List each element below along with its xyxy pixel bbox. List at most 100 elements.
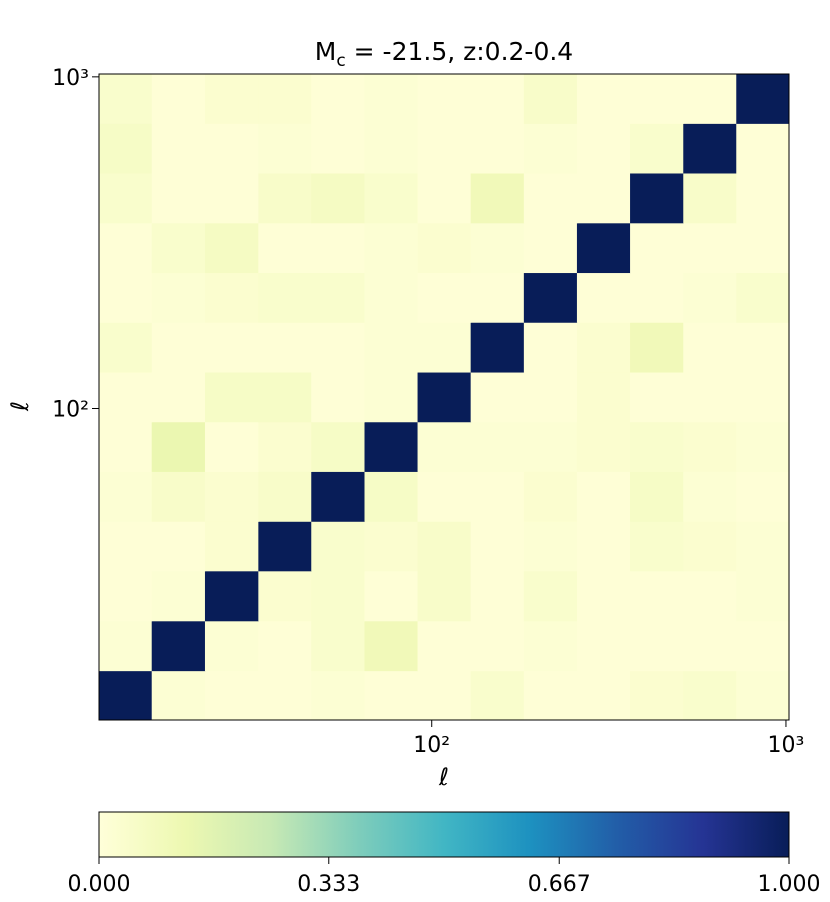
heatmap-cell xyxy=(417,521,472,572)
heatmap-cell xyxy=(311,272,366,323)
heatmap-cell xyxy=(99,620,153,672)
colorbar-tick-label: 0.667 xyxy=(528,872,591,897)
heatmap-cell xyxy=(151,222,206,274)
heatmap-cell xyxy=(630,322,684,373)
heatmap-cell xyxy=(151,471,206,522)
heatmap-cell xyxy=(364,421,419,472)
colorbar-tick-label: 1.000 xyxy=(758,872,821,897)
heatmap-cell xyxy=(470,322,525,373)
heatmap-cell xyxy=(204,670,259,721)
heatmap-cell xyxy=(470,172,525,224)
heatmap-cell xyxy=(630,471,684,522)
heatmap-cell xyxy=(523,372,578,423)
heatmap-cell xyxy=(417,123,472,174)
heatmap-cell xyxy=(258,620,312,672)
heatmap-cell xyxy=(736,123,790,174)
heatmap-cell xyxy=(258,421,312,472)
heatmap-cell xyxy=(683,74,737,124)
heatmap-cell xyxy=(576,620,631,672)
heatmap-cell xyxy=(417,372,472,423)
heatmap-cell xyxy=(311,670,366,721)
heatmap-cell xyxy=(683,670,737,721)
heatmap-cell xyxy=(204,471,259,522)
heatmap-cell xyxy=(470,123,525,174)
heatmap-cell xyxy=(630,74,684,124)
heatmap-cell xyxy=(736,272,790,323)
heatmap-cell xyxy=(204,322,259,373)
heatmap-cell xyxy=(258,471,312,522)
heatmap-cell xyxy=(576,521,631,572)
heatmap-cell xyxy=(311,570,366,622)
heatmap-cell xyxy=(99,123,153,174)
heatmap-cell xyxy=(417,620,472,672)
heatmap-cell xyxy=(204,272,259,323)
heatmap-cell xyxy=(99,172,153,224)
heatmap-cell xyxy=(523,421,578,472)
heatmap-cell xyxy=(258,322,312,373)
heatmap-cell xyxy=(99,74,153,124)
colorbar xyxy=(98,811,790,858)
heatmap-cell xyxy=(99,372,153,423)
heatmap-cell xyxy=(151,272,206,323)
heatmap-cell xyxy=(311,222,366,274)
heatmap-cell xyxy=(576,222,631,274)
y-axis-label: ℓ xyxy=(6,401,34,412)
heatmap-cell xyxy=(417,670,472,721)
heatmap-cell xyxy=(311,421,366,472)
heatmap-cell xyxy=(470,471,525,522)
heatmap-cell xyxy=(204,222,259,274)
heatmap-cell xyxy=(311,322,366,373)
chart-title: Mc = -21.5, z:0.2-0.4 xyxy=(315,37,573,71)
heatmap-cell xyxy=(151,670,206,721)
heatmap-cell xyxy=(258,521,312,572)
heatmap-cell xyxy=(576,74,631,124)
heatmap-cell xyxy=(258,222,312,274)
heatmap-cell xyxy=(258,74,312,124)
heatmap-cell xyxy=(204,521,259,572)
heatmap-cell xyxy=(99,670,153,721)
heatmap-cell xyxy=(576,172,631,224)
x-axis-label: ℓ xyxy=(438,763,449,791)
heatmap-cell xyxy=(630,670,684,721)
heatmap-cell xyxy=(630,272,684,323)
heatmap-cell xyxy=(523,74,578,124)
heatmap-cell xyxy=(683,421,737,472)
heatmap-cell xyxy=(258,670,312,721)
heatmap-cell xyxy=(736,172,790,224)
heatmap-cell xyxy=(417,421,472,472)
heatmap-cell xyxy=(683,471,737,522)
heatmap-cell xyxy=(630,620,684,672)
heatmap-cell xyxy=(470,670,525,721)
heatmap-cell xyxy=(736,222,790,274)
heatmap-cell xyxy=(151,620,206,672)
heatmap-cell xyxy=(204,570,259,622)
heatmap-cell xyxy=(576,570,631,622)
heatmap-cell xyxy=(258,172,312,224)
heatmap-cell xyxy=(630,172,684,224)
heatmap-cell xyxy=(204,172,259,224)
title-sub: c xyxy=(336,51,345,71)
heatmap-cell xyxy=(99,471,153,522)
heatmap-cell xyxy=(523,521,578,572)
heatmap-cell xyxy=(151,322,206,373)
heatmap-cell xyxy=(417,272,472,323)
heatmap-cell xyxy=(736,322,790,373)
heatmap-cell xyxy=(311,521,366,572)
heatmap-cell xyxy=(311,74,366,124)
heatmap-cell xyxy=(576,123,631,174)
heatmap-cell xyxy=(683,372,737,423)
heatmap-cell xyxy=(364,222,419,274)
heatmap-cell xyxy=(311,620,366,672)
heatmap-cell xyxy=(99,570,153,622)
heatmap-cell xyxy=(311,172,366,224)
heatmap-cell xyxy=(576,421,631,472)
heatmap-cell xyxy=(99,521,153,572)
heatmap-cell xyxy=(470,570,525,622)
heatmap-cell xyxy=(204,74,259,124)
x-tick-label: 10³ xyxy=(768,733,805,758)
heatmap-cell xyxy=(364,372,419,423)
plot-frame xyxy=(98,73,790,721)
heatmap-cell xyxy=(204,421,259,472)
heatmap-cell xyxy=(523,123,578,174)
